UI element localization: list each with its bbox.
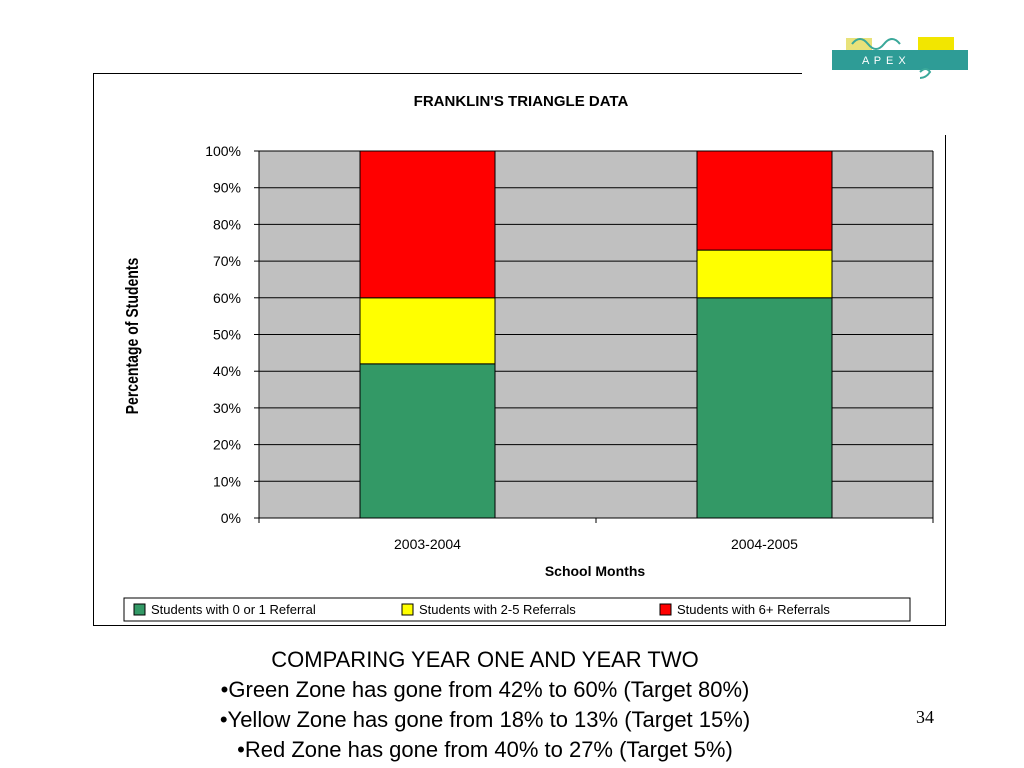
legend <box>123 597 911 622</box>
y-tick-label: 20% <box>213 437 241 453</box>
y-tick-label: 60% <box>213 290 241 306</box>
x-tick-label: 2004-2005 <box>731 536 798 552</box>
logo-swirl-icon <box>851 38 901 50</box>
page-number: 34 <box>916 707 934 727</box>
logo-teal-bar <box>832 50 968 70</box>
y-tick-label: 70% <box>213 253 241 269</box>
y-tick-label: 100% <box>205 143 241 159</box>
bar-segment <box>359 297 496 365</box>
axes <box>254 150 934 523</box>
y-tick-label: 40% <box>213 363 241 379</box>
legend-items: Students with 0 or 1 Referral Students wi… <box>133 602 830 617</box>
bullet-green: •Green Zone has gone from 42% to 60% (Ta… <box>220 677 750 702</box>
legend-label: Students with 6+ Referrals <box>677 602 830 617</box>
logo-number-icon <box>919 68 932 79</box>
x-axis-label: School Months <box>545 563 646 579</box>
bar-segment <box>696 249 833 299</box>
legend-label: Students with 0 or 1 Referral <box>151 602 316 617</box>
y-tick-label: 80% <box>213 216 241 232</box>
chart-title: FRANKLIN'S TRIANGLE DATA <box>414 93 629 110</box>
y-axis-label: Percentage of Students <box>122 258 142 415</box>
y-tick-label: 0% <box>221 510 241 526</box>
legend-swatch <box>659 603 672 616</box>
logo-area <box>802 60 952 135</box>
bar-segment <box>696 297 833 519</box>
x-tick-label: 2003-2004 <box>394 536 461 552</box>
bullet-red: •Red Zone has gone from 40% to 27% (Targ… <box>237 737 733 762</box>
apex-logo: A P E X <box>832 37 968 79</box>
bars <box>359 150 833 519</box>
y-tick-label: 10% <box>213 473 241 489</box>
bullet-yellow: •Yellow Zone has gone from 18% to 13% (T… <box>219 707 751 732</box>
y-tick-labels: 0% 10% 20% 30% 40% 50% 60% 70% 80% 90% 100% <box>205 143 241 526</box>
legend-label: Students with 2-5 Referrals <box>419 602 576 617</box>
legend-swatch <box>401 603 414 616</box>
y-tick-label: 90% <box>213 180 241 196</box>
bar-segment <box>359 150 496 299</box>
bar-segment <box>359 363 496 519</box>
logo-text: A P E X <box>862 55 907 67</box>
y-tick-label: 30% <box>213 400 241 416</box>
caption-heading: COMPARING YEAR ONE AND YEAR TWO <box>271 647 699 672</box>
y-tick-label: 50% <box>213 327 241 343</box>
bar-segment <box>696 150 833 251</box>
x-tick-labels: 2003-2004 2004-2005 <box>394 536 798 552</box>
legend-swatch <box>133 603 146 616</box>
